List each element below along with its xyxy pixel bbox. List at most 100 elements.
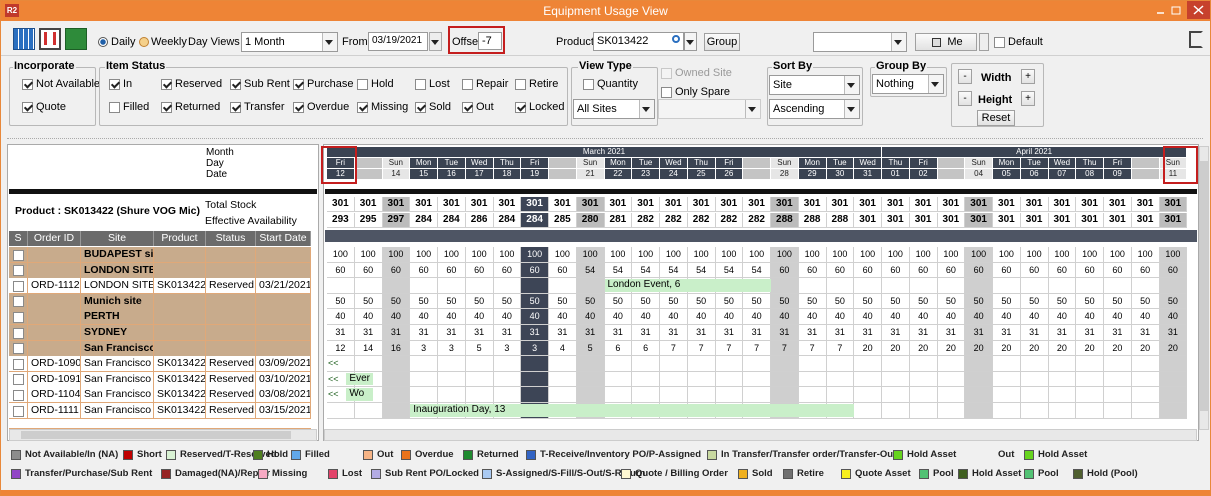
checkbox-label[interactable]: Out (476, 101, 494, 113)
checkbox-label[interactable]: Retire (529, 78, 559, 90)
checkbox[interactable] (462, 79, 473, 90)
checkbox-label[interactable]: Only Spare (675, 86, 731, 98)
checkbox[interactable] (994, 37, 1005, 48)
checkbox[interactable] (13, 389, 24, 401)
checkbox[interactable] (161, 79, 172, 90)
checkbox-label[interactable]: Default (1008, 36, 1043, 48)
checkbox-label[interactable]: Missing (371, 101, 409, 113)
minus-button[interactable]: - (958, 91, 972, 106)
user-select[interactable] (813, 32, 907, 52)
group-button[interactable]: Group (704, 33, 740, 51)
sort-order-select[interactable]: Ascending (769, 99, 860, 119)
from-date-input[interactable]: 03/19/2021 (368, 32, 428, 51)
checkbox[interactable] (13, 280, 24, 292)
event-bar[interactable]: Ever (346, 372, 373, 386)
event-bar[interactable]: Wo (346, 388, 373, 401)
search-icon[interactable] (672, 35, 680, 43)
minus-button[interactable]: - (958, 69, 972, 84)
checkbox-label[interactable]: Repair (476, 78, 509, 90)
checkbox[interactable] (13, 327, 24, 339)
checkbox[interactable] (293, 102, 304, 113)
checkbox[interactable] (13, 343, 24, 355)
checkbox[interactable] (109, 79, 120, 90)
row-cell (256, 309, 311, 326)
event-bar[interactable]: London Event, 6 (604, 279, 771, 292)
checkbox[interactable] (230, 79, 241, 90)
event-bar[interactable]: Inauguration Day, 13 (410, 404, 855, 417)
scroll-thumb[interactable] (21, 431, 291, 439)
checkbox-label[interactable]: Transfer (244, 101, 285, 113)
summary-cell: 301 (521, 197, 549, 212)
radio-weekly[interactable] (139, 37, 149, 47)
checkbox[interactable] (13, 374, 24, 386)
checkbox-label[interactable]: Reserved (175, 78, 223, 90)
checkbox-label[interactable]: Sold (429, 101, 452, 113)
product-input[interactable]: SK013422 (593, 32, 684, 51)
checkbox-label[interactable]: Filled (123, 101, 150, 113)
calendar-icon[interactable] (13, 28, 35, 50)
checkbox[interactable] (415, 102, 426, 113)
checkbox-label[interactable]: Overdue (307, 101, 350, 113)
checkbox[interactable] (515, 102, 526, 113)
checkbox-label[interactable]: Purchase (307, 78, 354, 90)
checkbox-label[interactable]: Not Available (36, 78, 101, 90)
checkbox[interactable] (161, 102, 172, 113)
row-cell: San Francisco (81, 371, 154, 388)
plus-button[interactable]: + (1021, 69, 1035, 84)
sites-select[interactable]: All Sites (573, 99, 655, 119)
legend-label: Hold Asset (1038, 449, 1088, 460)
value-cell: 40 (382, 309, 411, 325)
window-controls[interactable] (1151, 1, 1210, 21)
me-dropdown[interactable] (979, 33, 989, 51)
checkbox[interactable] (583, 79, 594, 90)
checkbox[interactable] (661, 68, 672, 79)
checkbox[interactable] (661, 87, 672, 98)
h-scrollbar[interactable] (324, 429, 1197, 441)
checkbox[interactable] (357, 79, 368, 90)
excel-icon[interactable] (65, 28, 87, 50)
checkbox[interactable] (357, 102, 368, 113)
checkbox-label[interactable]: Lost (429, 78, 450, 90)
value-cell: 100 (1159, 247, 1188, 263)
checkbox[interactable] (13, 265, 24, 277)
checkbox[interactable] (22, 79, 33, 90)
day-views-select[interactable]: 1 Month (241, 32, 338, 52)
checkbox-label[interactable]: Locked (529, 101, 565, 113)
reset-button[interactable]: Reset (977, 110, 1015, 126)
scroll-thumb[interactable] (1200, 161, 1208, 411)
product-dropdown[interactable] (684, 32, 697, 51)
checkbox-label[interactable]: Quote (36, 101, 66, 113)
checkbox[interactable] (462, 102, 473, 113)
checkbox[interactable] (13, 405, 24, 417)
date-picker-button[interactable] (429, 32, 442, 51)
checkbox[interactable] (13, 358, 24, 370)
checkbox[interactable] (13, 249, 24, 261)
group-by-select[interactable]: Nothing (872, 74, 944, 94)
radio-label[interactable]: Weekly (151, 36, 187, 48)
empty-cell (632, 356, 660, 372)
disabled-select[interactable] (658, 99, 761, 119)
checkbox[interactable] (13, 296, 24, 308)
day-header: Tue (1020, 158, 1048, 168)
checkbox[interactable] (22, 102, 33, 113)
radio-label[interactable]: Daily (111, 36, 136, 48)
checkbox[interactable] (13, 311, 24, 323)
checkbox[interactable] (515, 79, 526, 90)
checkbox-label[interactable]: Owned Site (675, 67, 732, 79)
offset-input[interactable]: -7 (478, 32, 502, 50)
checkbox-label[interactable]: Quantity (597, 78, 638, 90)
checkbox-label[interactable]: Hold (371, 78, 394, 90)
plus-button[interactable]: + (1021, 91, 1035, 106)
checkbox-label[interactable]: In (123, 78, 133, 90)
value-cell: 100 (1104, 247, 1132, 263)
checkbox[interactable] (230, 102, 241, 113)
exit-icon[interactable] (1189, 31, 1203, 48)
checkbox[interactable] (415, 79, 426, 90)
me-button[interactable]: Me (915, 33, 977, 51)
radio-daily[interactable] (98, 37, 108, 47)
checkbox[interactable] (293, 79, 304, 90)
checkbox[interactable] (109, 102, 120, 113)
sort-field-select[interactable]: Site (769, 75, 860, 95)
checkbox-label[interactable]: Returned (175, 101, 221, 113)
checkbox-label[interactable]: Sub Rent (244, 78, 290, 90)
